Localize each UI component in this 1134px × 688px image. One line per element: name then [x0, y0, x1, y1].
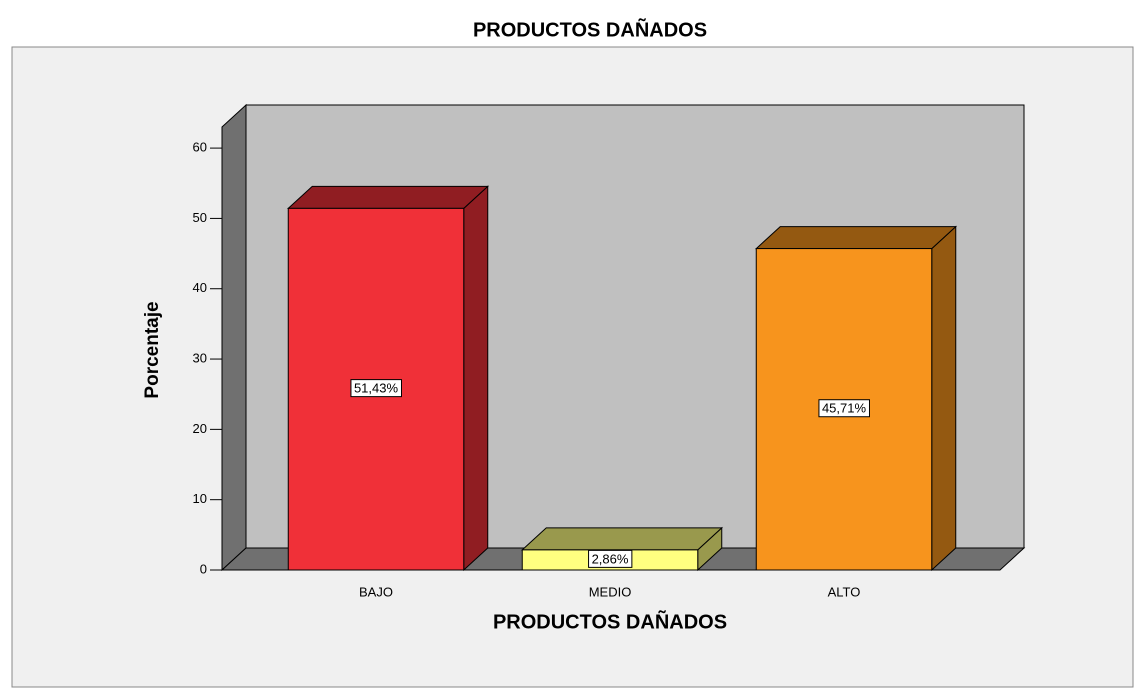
value-label-box — [818, 399, 870, 418]
x-tick-label: ALTO — [828, 584, 861, 599]
y-tick-label: 10 — [193, 491, 207, 506]
value-label: 2,86% — [592, 551, 629, 566]
bar-side — [931, 225, 957, 572]
y-tick-label: 60 — [193, 140, 207, 155]
y-tick-label: 50 — [193, 210, 207, 225]
value-label: 51,43% — [354, 381, 399, 396]
bar-top — [754, 226, 958, 250]
y-tick-label: 40 — [193, 280, 207, 295]
x-axis-label: PRODUCTOS DAÑADOS — [493, 610, 727, 633]
bar-side — [463, 185, 489, 572]
x-tick-label: MEDIO — [589, 584, 632, 599]
bar-top — [286, 185, 490, 209]
value-label-box — [350, 379, 402, 398]
value-label-box — [588, 549, 633, 568]
y-axis-label: Porcentaje — [142, 301, 163, 398]
bar-top — [520, 527, 724, 551]
x-tick-label: BAJO — [359, 584, 393, 599]
y-tick-label: 20 — [193, 421, 207, 436]
y-tick-label: 30 — [193, 350, 207, 365]
value-label: 45,71% — [822, 401, 867, 416]
y-tick-label: 0 — [200, 561, 207, 576]
chart-title: PRODUCTOS DAÑADOS — [473, 18, 707, 41]
side-wall — [221, 103, 247, 572]
